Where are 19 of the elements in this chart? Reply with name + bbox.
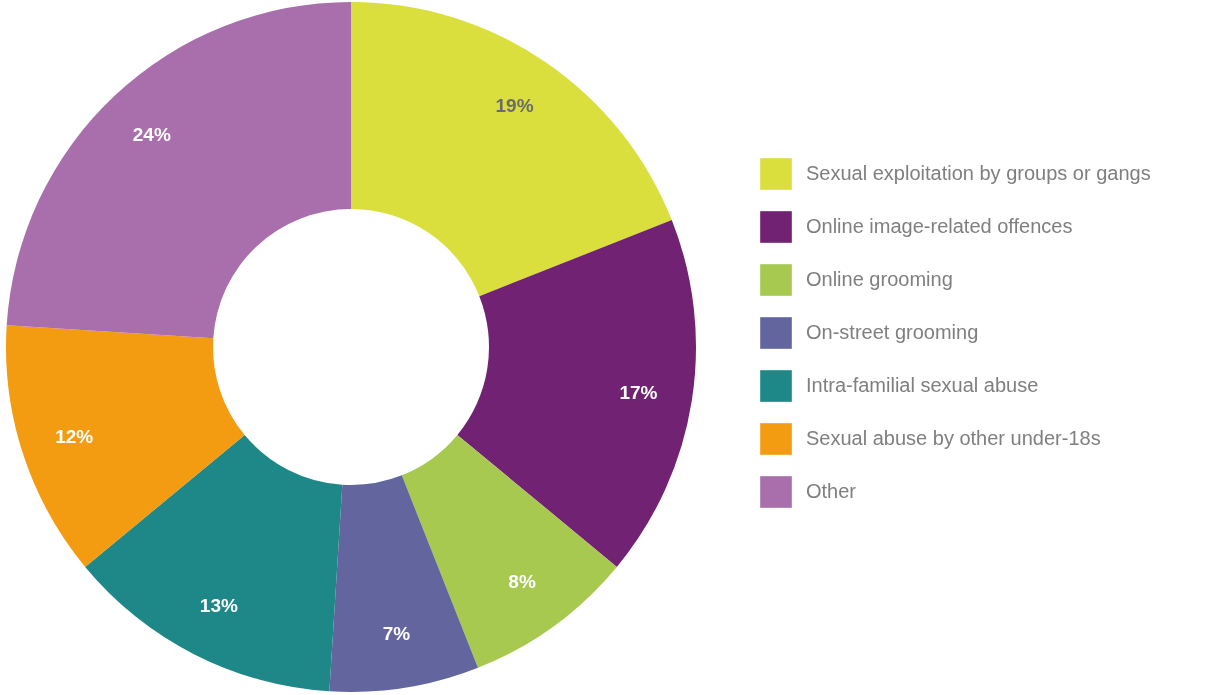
donut-slice — [6, 325, 245, 567]
legend-label: Online image-related offences — [806, 215, 1073, 237]
data-label: 13% — [199, 595, 239, 617]
donut-slice — [351, 2, 672, 297]
data-label: 24% — [132, 123, 171, 145]
donut-slice — [329, 475, 478, 692]
legend-label: Sexual exploitation by groups or gangs — [806, 162, 1151, 184]
data-label: 17% — [619, 381, 658, 403]
data-label: 7% — [382, 623, 411, 645]
donut-slice — [6, 2, 351, 339]
legend-label: Sexual abuse by other under-18s — [806, 427, 1101, 449]
donut-slice — [457, 220, 696, 567]
data-label: 19% — [495, 95, 534, 117]
data-label: 12% — [55, 425, 94, 447]
legend-label: Other — [806, 480, 857, 502]
data-label: 8% — [508, 571, 536, 593]
legend-label: On-street grooming — [806, 321, 979, 343]
legend-label: Intra-familial sexual abuse — [806, 374, 1039, 396]
legend-label: Online grooming — [806, 268, 953, 290]
